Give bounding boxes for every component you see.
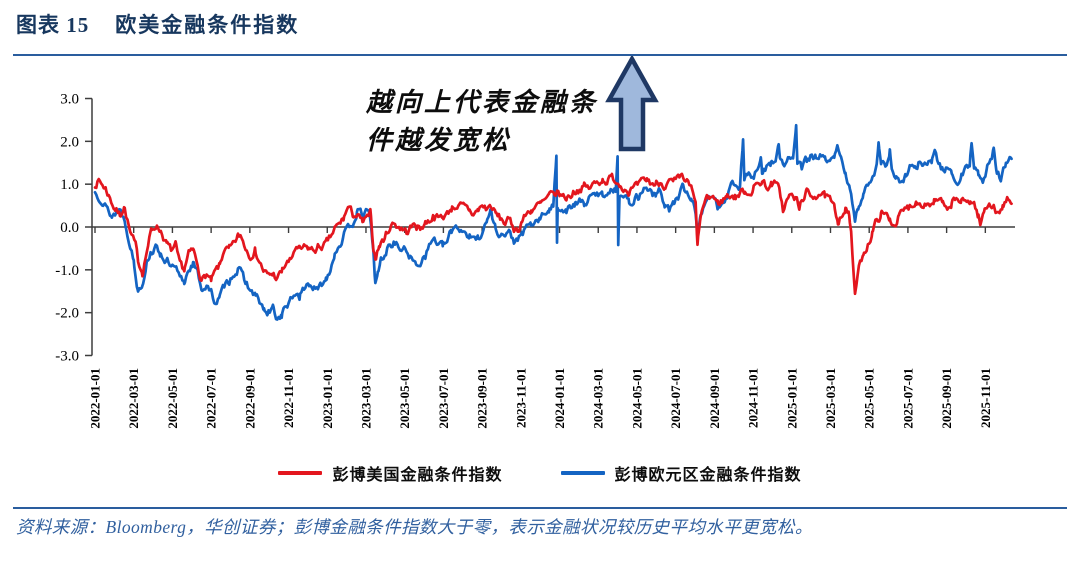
x-axis-tick-label: 2022-07-01 (204, 368, 219, 429)
x-axis-tick-label: 2023-11-01 (513, 368, 528, 428)
eurozone-series-swatch (560, 471, 605, 475)
legend-item-eurozone: 彭博欧元区金融条件指数 (560, 461, 802, 485)
x-axis-tick-label: 2023-07-01 (436, 368, 451, 429)
title-divider-line (13, 54, 1067, 56)
eurozone-series-line (93, 123, 1013, 321)
x-axis-tick-label: 2022-03-01 (126, 368, 141, 429)
x-axis-tick-label: 2022-05-01 (165, 368, 180, 429)
x-axis-tick-label: 2024-01-01 (552, 368, 567, 429)
x-axis-tick-label: 2024-09-01 (707, 368, 722, 429)
y-axis-tick-label: -2.0 (55, 306, 79, 322)
y-axis-tick-label: -3.0 (55, 348, 79, 364)
y-axis-tick-label: 0.0 (60, 220, 79, 236)
x-axis-tick-label: 2025-09-01 (939, 368, 954, 429)
y-axis-tick-label: 2.0 (60, 134, 79, 150)
y-axis-tick-label: 3.0 (60, 92, 79, 108)
x-axis-tick-label: 2024-03-01 (591, 368, 606, 429)
x-axis-tick-label: 2022-01-01 (88, 368, 103, 429)
x-axis-tick-label: 2024-07-01 (668, 368, 683, 429)
x-axis-tick-label: 2023-09-01 (475, 368, 490, 429)
figure-number: 图表 15 (16, 13, 90, 37)
x-axis-tick-label: 2025-01-01 (784, 368, 799, 429)
x-axis-tick-label: 2023-01-01 (320, 368, 335, 429)
legend-item-us: 彭博美国金融条件指数 (278, 461, 502, 485)
us-series-label: 彭博美国金融条件指数 (332, 467, 503, 484)
x-axis-tick-label: 2025-05-01 (862, 368, 877, 429)
x-axis-tick-label: 2023-05-01 (397, 368, 412, 429)
x-axis-tick-label: 2023-03-01 (358, 368, 373, 429)
up-arrow-icon (605, 56, 659, 152)
figure-title: 图表 15 欧美金融条件指数 (16, 9, 299, 39)
footer-divider-line (13, 507, 1067, 509)
x-axis-tick-label: 2024-05-01 (629, 368, 644, 429)
x-axis-tick-label: 2025-07-01 (900, 368, 915, 429)
x-axis-tick-label: 2025-03-01 (823, 368, 838, 429)
x-axis-tick-label: 2022-09-01 (242, 368, 257, 429)
y-axis-tick-label: 1.0 (60, 177, 79, 193)
chart-annotation-text: 越向上代表金融条 件越发宽松 (366, 88, 599, 155)
x-axis-tick-label: 2022-11-01 (281, 368, 296, 428)
chart-legend: 彭博美国金融条件指数 彭博欧元区金融条件指数 (0, 461, 1080, 485)
eurozone-series-label: 彭博欧元区金融条件指数 (614, 467, 802, 484)
fci-line-chart: 3.0 2.0 1.0 0.0 -1.0 -2.0 -3.0 2022-01-01 2022-0… (55, 92, 1015, 429)
y-axis-tick-label: -1.0 (55, 263, 79, 279)
us-series-line (93, 172, 1013, 296)
figure-title-text: 欧美金融条件指数 (115, 13, 300, 37)
x-axis-tick-label: 2025-11-01 (978, 368, 993, 428)
source-note: 资料来源：Bloomberg，华创证券；彭博金融条件指数大于零，表示金融状况较历… (16, 517, 813, 537)
x-axis-tick-label: 2024-11-01 (746, 368, 761, 428)
us-series-swatch (278, 471, 323, 475)
